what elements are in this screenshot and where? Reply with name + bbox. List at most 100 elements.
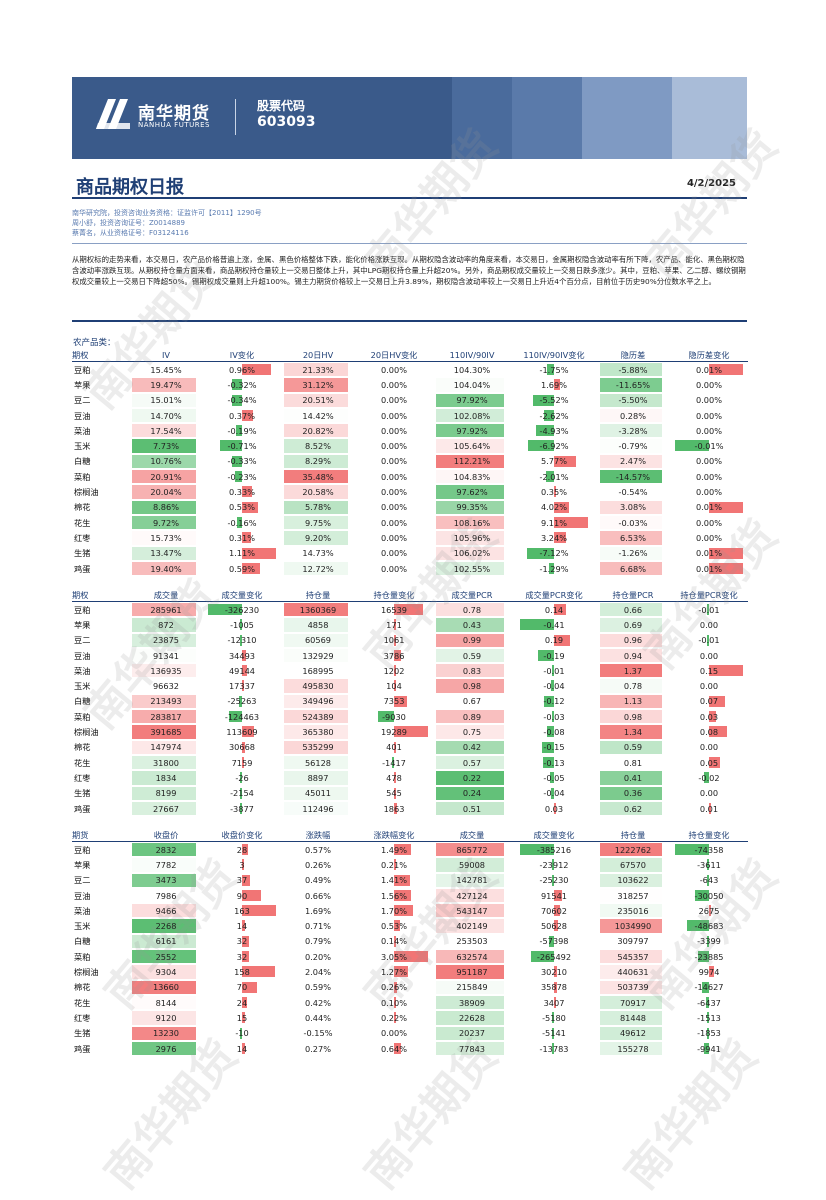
table-cell: -1513	[670, 1010, 748, 1025]
table-cell: 9304	[128, 964, 204, 979]
table-row: 苹果 7782 3 0.26% 0.21% 59008 -23912 67570 -3611	[72, 857, 748, 872]
change-bar	[552, 1012, 554, 1024]
cell-value: -23912	[539, 859, 569, 870]
cell-value: 0.00%	[380, 563, 407, 574]
change-bar	[394, 619, 396, 631]
cell-value: -0.03	[543, 711, 565, 722]
table-cell: 0.98	[432, 678, 512, 693]
change-bar	[394, 981, 397, 993]
table-cell: 0.00%	[356, 530, 432, 545]
heat-fill	[284, 603, 348, 617]
cell-value: -0.33%	[227, 456, 257, 467]
table-cell: 0.53%	[204, 500, 280, 515]
table-cell: -0.32%	[204, 377, 280, 392]
change-bar	[544, 695, 554, 707]
table-cell: 1.41%	[356, 873, 432, 888]
table-cell: 105.64%	[432, 438, 512, 453]
heat-fill	[284, 393, 348, 407]
table-cell: 9466	[128, 903, 204, 918]
cell-value: -1853	[697, 1028, 721, 1039]
change-bar	[394, 1042, 401, 1054]
table-cell: 1.69%	[280, 903, 356, 918]
table-cell: 20.91%	[128, 469, 204, 484]
cell-value: -0.19	[543, 650, 565, 661]
cell-value: 0.20%	[304, 951, 331, 962]
table-row: 生猪 13.47% 1.11% 14.73% 0.00% 106.02% -7.12% -1.…	[72, 546, 748, 561]
cell-value: 0.37%	[228, 410, 255, 421]
change-bar	[554, 981, 557, 993]
cell-value: 2675	[698, 905, 720, 916]
cell-value: 13.47%	[150, 548, 182, 559]
cell-value: -0.23%	[227, 471, 257, 482]
cell-value: 285961	[150, 604, 182, 615]
cell-value: 1360369	[299, 604, 337, 615]
cell-value: 70917	[619, 997, 647, 1008]
table-cell: 0.00%	[356, 515, 432, 530]
table-cell: 90	[204, 888, 280, 903]
row-name: 红枣	[74, 532, 91, 543]
cell-value: 0.22%	[380, 1012, 407, 1023]
change-bar	[542, 741, 554, 753]
table-cell: 0.00%	[356, 393, 432, 408]
table-cell: 0.00%	[356, 438, 432, 453]
cell-value: 155278	[617, 1043, 649, 1054]
cell-value: 0.75	[462, 727, 482, 738]
table-cell: 0.00%	[670, 377, 748, 392]
change-bar	[392, 756, 394, 768]
column-header: 成交量变化	[512, 828, 596, 842]
change-bar	[695, 889, 709, 901]
table-cell: 253503	[432, 934, 512, 949]
change-bar	[704, 1042, 709, 1054]
change-bar	[378, 711, 394, 723]
heat-fill	[132, 965, 196, 979]
heat-fill	[600, 725, 662, 739]
cell-value: 8.86%	[152, 502, 179, 513]
table-cell: -7.12%	[512, 546, 596, 561]
table-cell: 5.78%	[280, 500, 356, 515]
table-cell: 14.70%	[128, 408, 204, 423]
table-cell: -13783	[512, 1041, 596, 1056]
cell-value: 0.00%	[380, 487, 407, 498]
cell-value: -9941	[697, 1043, 721, 1054]
table-cell: 0.57%	[280, 842, 356, 858]
cell-value: 1.11%	[228, 548, 255, 559]
table-cell: 0.79%	[280, 934, 356, 949]
cell-value: 0.14	[544, 604, 564, 615]
heat-fill	[436, 648, 504, 663]
heat-fill	[600, 664, 662, 678]
cell-value: 14.73%	[302, 548, 334, 559]
cell-value: 23875	[152, 635, 180, 646]
table-cell: -4.93%	[512, 423, 596, 438]
table-cell: 9974	[670, 964, 748, 979]
change-bar	[531, 951, 554, 963]
meta-line: 蔡菁名，从业资格证号：F03124116	[72, 229, 189, 237]
cell-value: 0.00%	[380, 395, 407, 406]
change-bar	[242, 409, 253, 421]
table-cell: 70	[204, 980, 280, 995]
cell-value: 1.70%	[380, 905, 407, 916]
table-cell: 112.21%	[432, 454, 512, 469]
table-cell: 440631	[596, 964, 670, 979]
change-bar	[235, 471, 242, 483]
cell-value: 32	[236, 936, 248, 947]
row-name: 豆二	[74, 395, 91, 406]
cell-value: -1.75%	[539, 364, 569, 375]
change-bar	[709, 547, 743, 559]
table-cell: 0.01%	[670, 500, 748, 515]
cell-value: 427124	[456, 890, 488, 901]
cell-value: 19.47%	[150, 379, 182, 390]
table-cell: -3.28%	[596, 423, 670, 438]
table-cell: 103622	[596, 873, 670, 888]
table-row: 豆粕 285961 -326230 1360369 16539 0.78 0.14 0.66 -…	[72, 602, 748, 618]
change-bar	[554, 516, 588, 528]
change-bar	[232, 394, 242, 406]
table-cell: 20.51%	[280, 393, 356, 408]
table-cell: 136935	[128, 663, 204, 678]
cell-value: -1513	[697, 1012, 721, 1023]
cell-value: 0.01%	[695, 548, 722, 559]
change-bar	[394, 859, 396, 871]
cell-value: 0.67	[462, 696, 482, 707]
cell-value: -0.15	[543, 742, 565, 753]
market-summary: 从期权标的走势来看，本交易日，农产品价格普遍上涨，金属、黑色价格整体下跌，能化价…	[72, 255, 746, 286]
table-cell: 0.24	[432, 786, 512, 801]
